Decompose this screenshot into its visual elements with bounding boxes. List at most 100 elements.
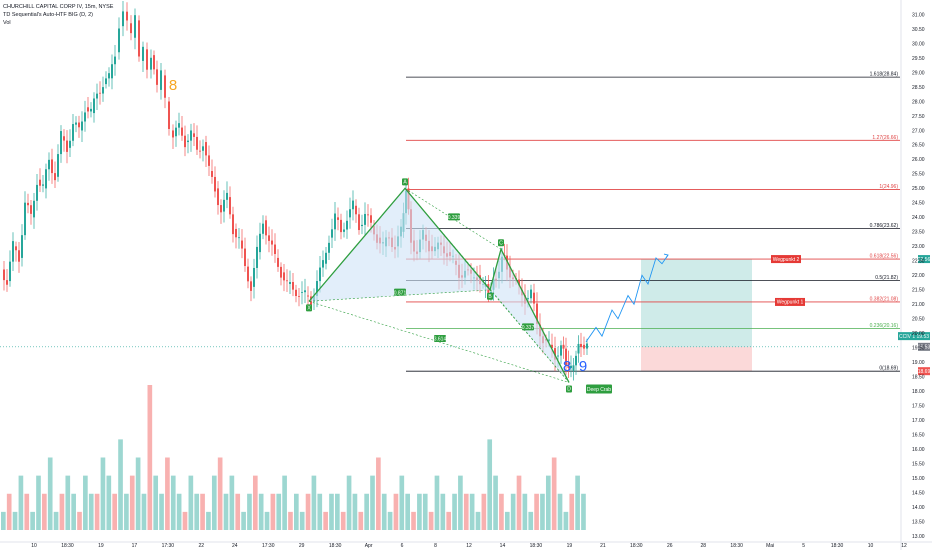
candle-body [69, 140, 71, 148]
volume-bar [540, 493, 545, 530]
volume-bar [223, 493, 229, 530]
volume-bar [522, 493, 528, 530]
candle-body [190, 130, 192, 141]
price-badge [918, 342, 930, 351]
y-tick-label: 20.00 [912, 331, 925, 337]
volume-bar [176, 493, 182, 530]
x-tick-label: 17:30 [162, 543, 175, 549]
candle-body [220, 205, 222, 213]
candle-body [21, 235, 23, 258]
volume-bar [6, 493, 12, 530]
candle-body [250, 281, 252, 291]
candle-body [178, 123, 180, 128]
y-tick-label: 16.00 [912, 447, 925, 453]
volume-bar [428, 511, 434, 530]
candle-body [337, 217, 339, 220]
pattern-point-label: B [488, 294, 492, 300]
volume-bar [335, 493, 340, 530]
volume-bar [528, 511, 534, 530]
candle-body [253, 267, 255, 287]
x-tick-label: 19 [98, 543, 104, 549]
pattern-point-box [566, 385, 572, 393]
candle-body [583, 344, 585, 349]
volume-bar [118, 439, 123, 530]
volume-bar [370, 475, 375, 530]
projection-path[interactable] [585, 253, 669, 343]
candle-body [575, 355, 577, 366]
volume-bar [153, 475, 159, 530]
candle-body [527, 298, 529, 300]
harmonic-pattern[interactable]: X A B C D 0.871 0.339 0.337 3.614 Deep Crab [306, 178, 612, 394]
symbol-title: CHURCHILL CAPITAL CORP IV, 15m, NYSE [3, 4, 114, 10]
y-tick-label: 15.50 [912, 461, 925, 467]
volume-bar [417, 493, 422, 530]
candle-body [560, 345, 562, 356]
volume-bar [346, 475, 352, 530]
candle-body [325, 252, 327, 264]
fib-levels[interactable]: 1.618(28.84) 1.27(26.66) 1(24.96) 0.786(23.… [406, 72, 900, 372]
y-tick-label: 24.50 [912, 201, 925, 207]
candle-body [108, 73, 110, 79]
candle-body [536, 303, 538, 324]
candle-body [60, 131, 62, 155]
volume-bar [364, 493, 369, 530]
x-tick-label: 19 [567, 543, 573, 549]
y-tick-label: 17.50 [912, 403, 925, 409]
volume-bar [229, 475, 235, 530]
candle-body [6, 280, 8, 285]
volume-bar [387, 511, 393, 530]
pattern-ratio-label: 3.614 [434, 337, 447, 343]
pattern-name-box [586, 384, 612, 394]
y-tick-label: 26.00 [912, 157, 925, 163]
volume-bar [305, 493, 311, 530]
volume-bar [381, 493, 387, 530]
volume-bar [53, 511, 59, 530]
price-badge-label: 19.53 [918, 345, 931, 351]
x-tick-label: 22 [199, 543, 205, 549]
y-tick-label: 30.00 [912, 41, 925, 47]
projection-arrowhead [663, 253, 669, 259]
volume-bar [504, 511, 510, 530]
candle-body [518, 279, 520, 286]
volume-bar [135, 457, 141, 530]
candle-body [346, 220, 348, 230]
candle-body [533, 292, 535, 304]
target-tag [775, 297, 805, 306]
candle-body [286, 280, 288, 282]
volume-bar [124, 493, 129, 530]
candle-body [214, 176, 216, 192]
y-tick-label: 27.50 [912, 114, 925, 120]
candle-body [304, 290, 306, 293]
volume-bar [94, 493, 100, 530]
candle-body [577, 343, 580, 354]
volume-bar [59, 493, 65, 530]
volume-bar [206, 511, 211, 530]
volume-bar [575, 475, 580, 530]
candle-body [134, 15, 136, 38]
candle-body [81, 121, 83, 131]
candle-body [367, 214, 369, 216]
candle-body [572, 365, 575, 371]
y-tick-label: 25.50 [912, 172, 925, 178]
candle-body [118, 28, 120, 53]
x-tick-label: 5 [802, 543, 805, 549]
volume-bar [129, 475, 135, 530]
volume-bar [510, 493, 516, 530]
candle-body [111, 64, 113, 79]
candle-body [205, 142, 207, 156]
position-tool[interactable] [0, 259, 900, 372]
indicator-title: TD Sequential's Auto-HTF BIG (D, 2) [3, 12, 93, 18]
candle-body [256, 246, 258, 268]
candle-body [244, 248, 246, 267]
price-axis[interactable]: 31.00 30.50 30.00 29.50 29.00 28.50 28.00 27.50… [912, 12, 925, 539]
pattern-ratio-box [394, 288, 406, 296]
volume-bar [557, 493, 563, 530]
price-badge [918, 255, 930, 264]
candle-body [164, 75, 166, 98]
candle-body [265, 220, 267, 236]
x-tick-label: 17:30 [262, 543, 275, 549]
candle-body [72, 124, 74, 141]
volume-bar [1, 511, 6, 530]
time-axis[interactable]: 10 18:30 19 17 17:30 22 24 17:30 29 18:30 Apr 6 8 12 1… [31, 543, 907, 549]
